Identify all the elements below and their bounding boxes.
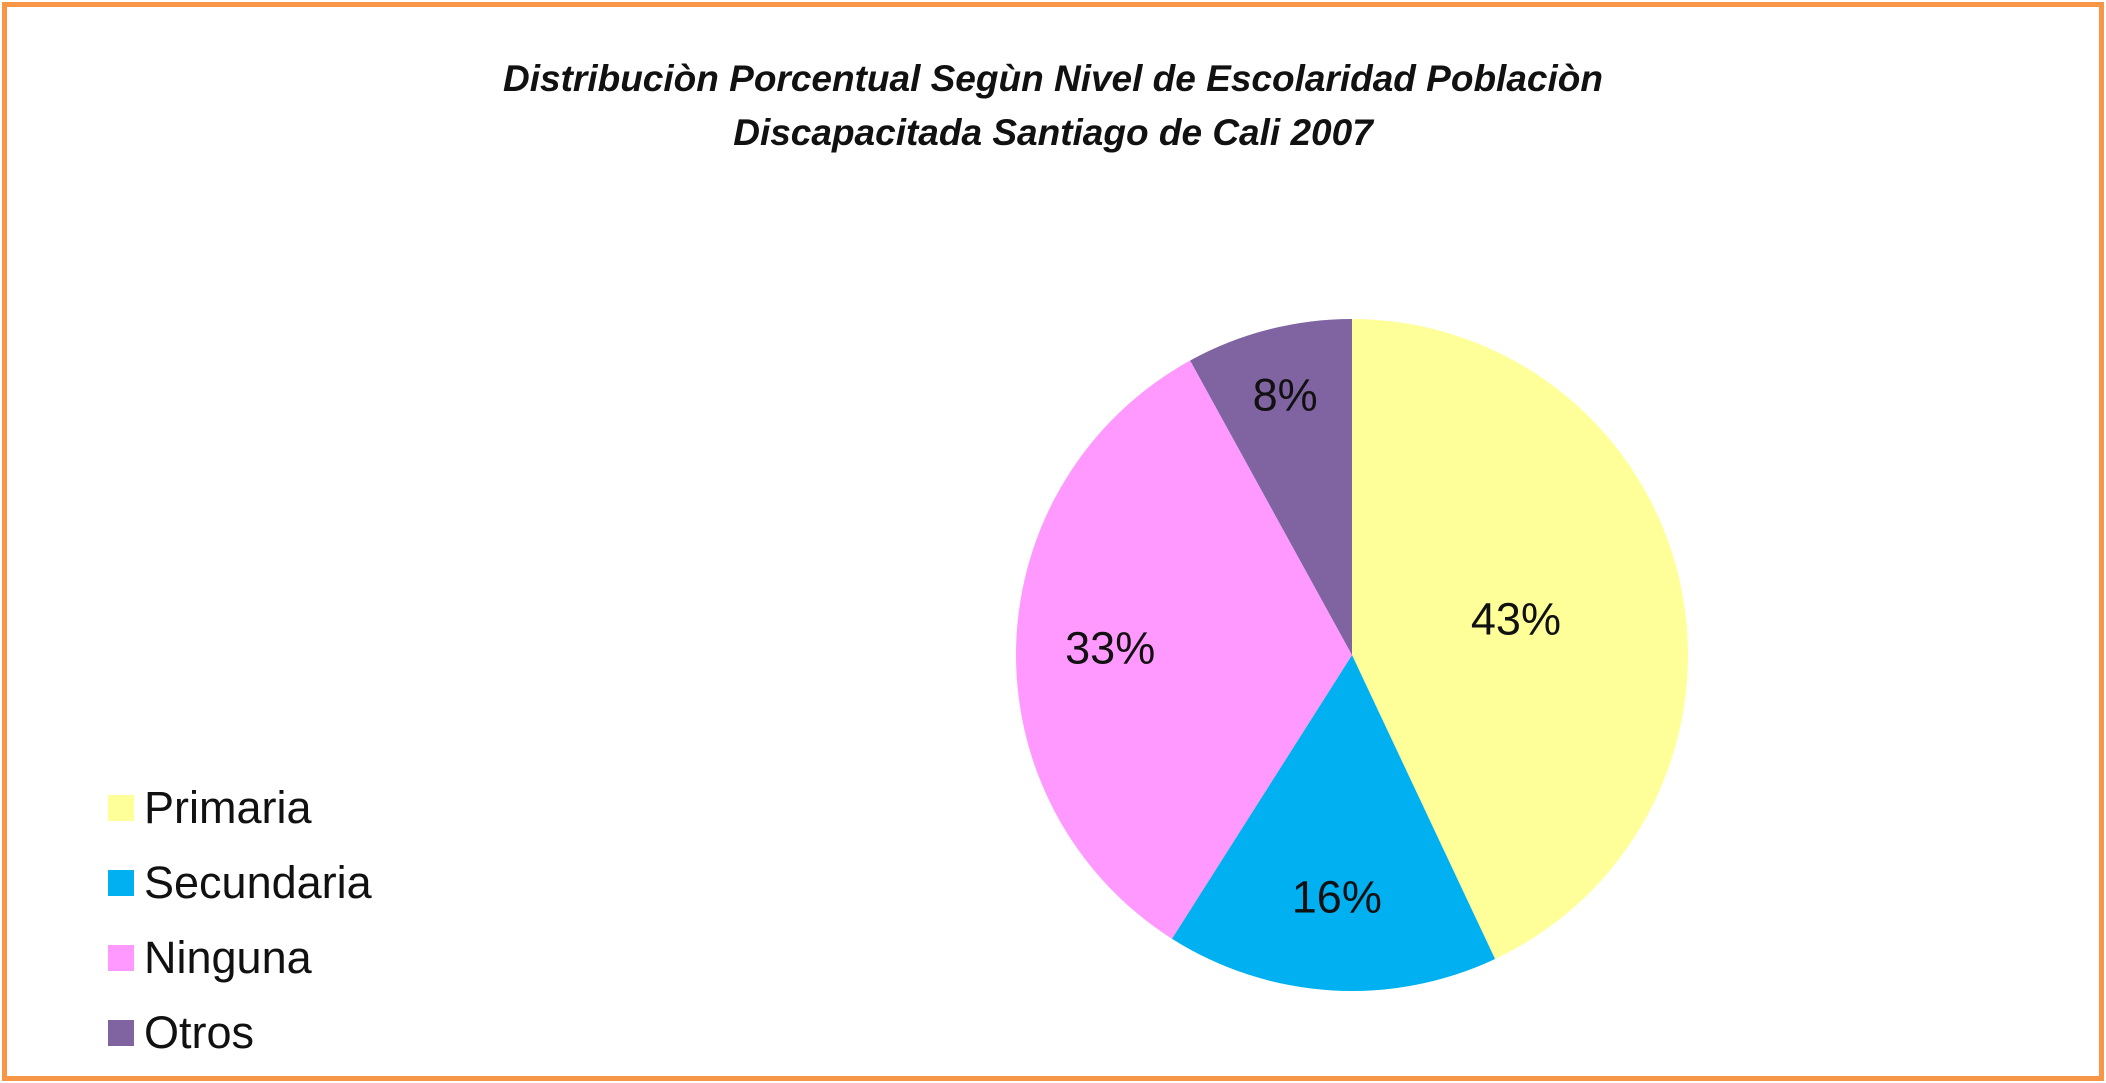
pie-slice-secundaria [1171,655,1496,991]
legend-label: Secundaria [144,856,372,908]
pie-slice-ninguna [1015,360,1352,939]
legend-item-primaria: Primaria [108,770,372,845]
legend: Primaria Secundaria Ninguna Otros [108,770,372,1070]
legend-swatch [108,1019,134,1046]
legend-swatch [108,869,134,896]
data-label-primaria: 43% [1471,593,1561,644]
data-label-ninguna: 33% [1065,622,1155,673]
legend-label: Ninguna [144,931,312,983]
legend-item-secundaria: Secundaria [108,845,372,920]
chart-title-line2: Discapacitada Santiago de Cali 2007 [733,112,1373,153]
legend-label: Primaria [144,781,312,833]
pie-slice-otros [1190,319,1352,655]
chart-title: Distribuciòn Porcentual Segùn Nivel de E… [0,52,2106,160]
legend-item-ninguna: Ninguna [108,920,372,995]
legend-item-otros: Otros [108,995,372,1070]
data-label-otros: 8% [1253,370,1318,421]
legend-label: Otros [144,1006,255,1058]
data-label-secundaria: 16% [1292,871,1382,922]
legend-swatch [108,944,134,971]
legend-swatch [108,794,134,821]
chart-title-line1: Distribuciòn Porcentual Segùn Nivel de E… [503,58,1603,99]
pie-slice-primaria [1352,319,1689,960]
